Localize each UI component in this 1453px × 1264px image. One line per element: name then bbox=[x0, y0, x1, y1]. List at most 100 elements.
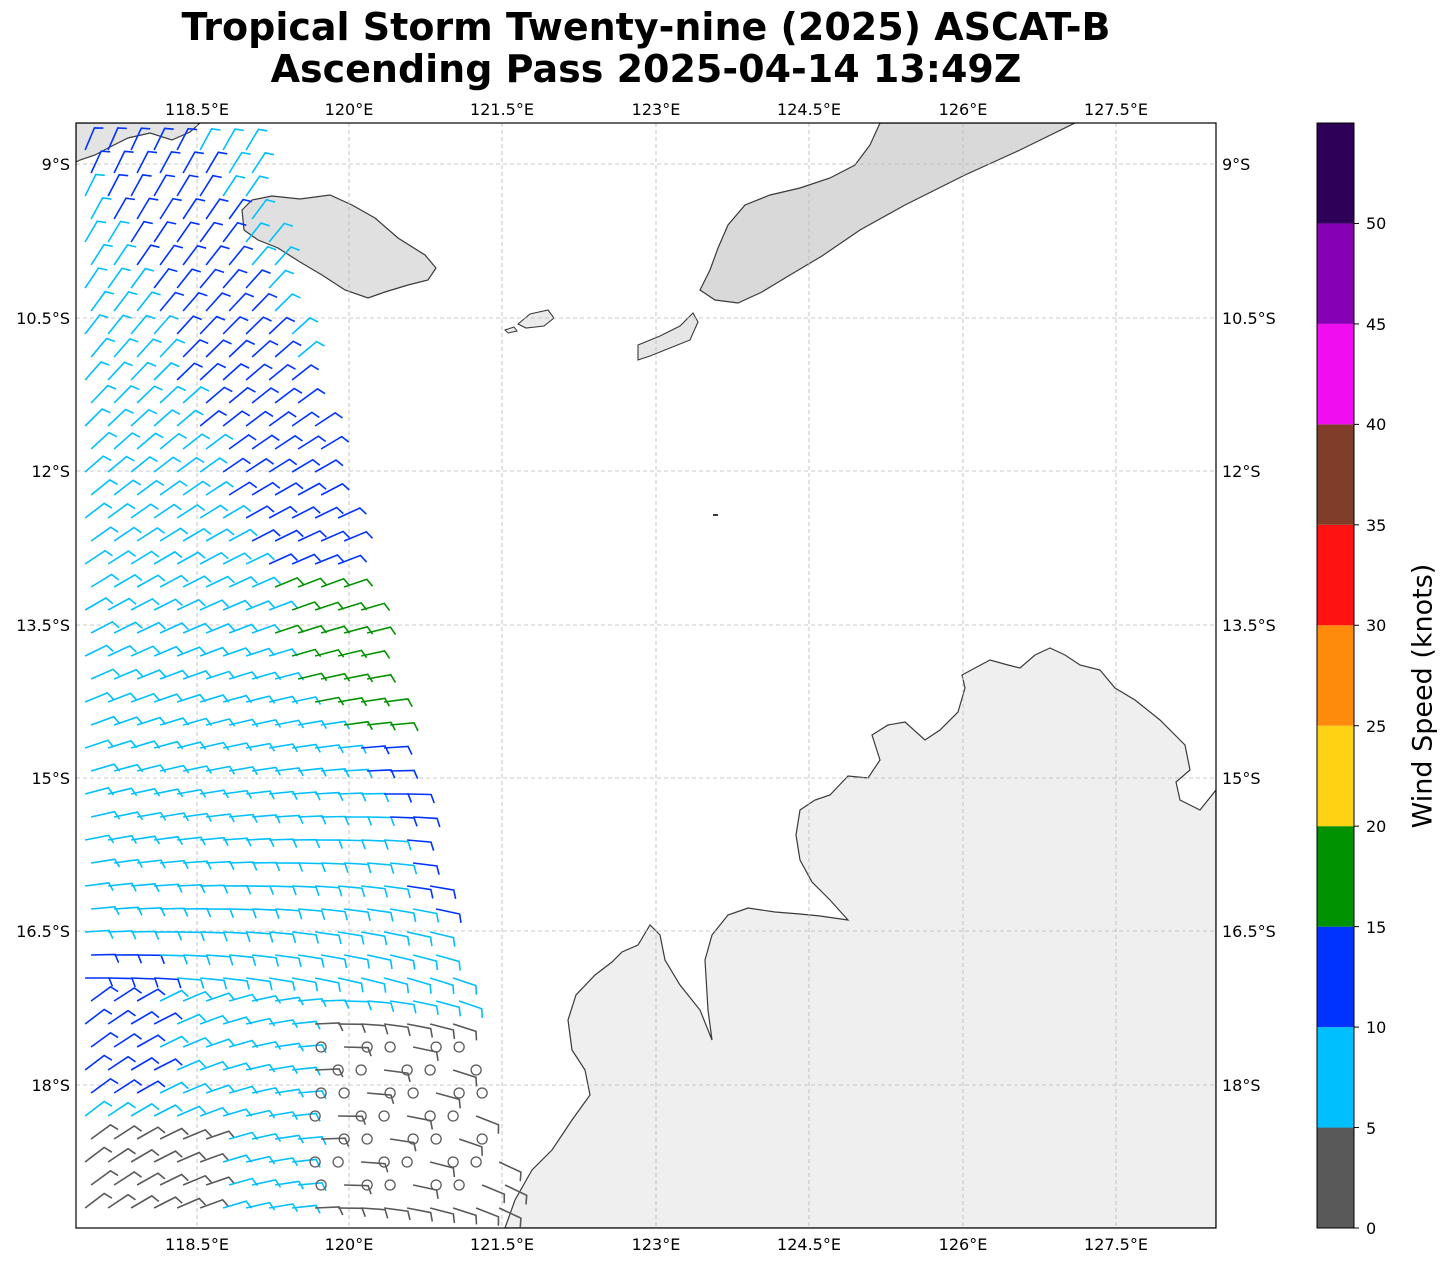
lon-tick-top-1: 118.5°E bbox=[165, 100, 229, 119]
wind-barb bbox=[383, 977, 410, 994]
wind-barb bbox=[182, 1082, 213, 1094]
wind-barb bbox=[361, 839, 389, 850]
wind-barb bbox=[176, 174, 199, 197]
wind-barb bbox=[251, 766, 281, 776]
cbar-tick-0: 0 bbox=[1366, 1219, 1376, 1238]
wind-barb bbox=[84, 173, 105, 197]
wind-barb bbox=[136, 527, 166, 542]
wind-barb bbox=[199, 789, 230, 799]
wind-barb bbox=[366, 626, 397, 636]
cbar-tick-35: 35 bbox=[1366, 516, 1386, 535]
wind-barb bbox=[343, 530, 374, 542]
wind-barb bbox=[159, 197, 182, 220]
wind-barb bbox=[222, 1154, 253, 1163]
wind-barb bbox=[412, 908, 440, 923]
wind-barb bbox=[159, 1127, 189, 1140]
wind-barb bbox=[383, 885, 411, 899]
wind-barb bbox=[136, 1080, 166, 1094]
wind-barb bbox=[297, 482, 327, 496]
lon-tick-top-5: 124.5°E bbox=[777, 100, 841, 119]
wind-barb bbox=[337, 554, 368, 565]
wind-barb bbox=[298, 908, 326, 921]
wind-barb bbox=[84, 127, 104, 151]
wind-barb bbox=[337, 697, 368, 707]
lat-tick-left-4: 13.5°S bbox=[16, 616, 70, 635]
wind-barb bbox=[205, 151, 228, 174]
wind-barb bbox=[222, 1062, 253, 1071]
wind-barb bbox=[222, 552, 252, 565]
wind-barb bbox=[314, 506, 344, 519]
wind-barb bbox=[389, 908, 417, 923]
wind-barb bbox=[383, 1207, 411, 1221]
wind-barb bbox=[199, 409, 227, 427]
wind-barb bbox=[343, 720, 373, 731]
wind-barb bbox=[205, 245, 230, 266]
wind-barb bbox=[343, 673, 374, 683]
wind-barb bbox=[228, 339, 256, 358]
wind-barb bbox=[84, 549, 113, 565]
wind-barb bbox=[182, 1036, 213, 1048]
wind-barb bbox=[360, 697, 390, 707]
wind-barb bbox=[84, 834, 115, 844]
wind-barb bbox=[245, 363, 273, 381]
wind-barb bbox=[200, 931, 228, 942]
wind-barb bbox=[297, 624, 328, 634]
wind-barb bbox=[274, 996, 304, 1006]
calm-wind-marker bbox=[476, 1087, 488, 1099]
wind-barb bbox=[245, 977, 273, 991]
wind-barb bbox=[367, 1000, 395, 1013]
wind-barb bbox=[107, 739, 138, 749]
wind-barb bbox=[228, 198, 252, 220]
wind-barb bbox=[228, 528, 258, 542]
wind-barb bbox=[452, 1069, 478, 1087]
wind-barb bbox=[177, 883, 206, 894]
calm-wind-marker bbox=[378, 1110, 390, 1122]
wind-barb bbox=[113, 337, 139, 358]
wind-barb bbox=[360, 602, 391, 611]
wind-barb bbox=[154, 883, 183, 893]
wind-barb bbox=[205, 623, 236, 634]
wind-barb bbox=[205, 1084, 236, 1094]
wind-barb bbox=[297, 529, 327, 542]
wind-barb bbox=[176, 409, 204, 427]
wind-barb bbox=[90, 1077, 119, 1094]
wind-barb bbox=[159, 244, 184, 266]
wind-barb bbox=[153, 598, 183, 611]
wind-barb bbox=[413, 816, 441, 828]
colorbar-segment-15-20 bbox=[1317, 826, 1354, 927]
wind-barb bbox=[228, 671, 259, 680]
wind-barb bbox=[113, 290, 138, 312]
wind-barb bbox=[251, 198, 276, 220]
lon-labels: 118.5°E 120°E 121.5°E 123°E 124.5°E 126°… bbox=[165, 100, 1148, 1254]
wind-barb bbox=[228, 1177, 259, 1187]
wind-barb bbox=[429, 1207, 456, 1224]
wind-barb bbox=[176, 221, 200, 243]
wind-barb bbox=[315, 1206, 344, 1216]
wind-barb bbox=[205, 528, 235, 542]
calm-wind-marker bbox=[447, 1110, 459, 1122]
wind-barb bbox=[153, 127, 174, 151]
wind-barb bbox=[268, 411, 297, 427]
wind-barb bbox=[458, 1138, 483, 1156]
wind-barb bbox=[222, 315, 249, 335]
wind-barb bbox=[223, 977, 250, 990]
wind-barb bbox=[113, 1033, 143, 1048]
wind-barb bbox=[107, 220, 130, 243]
wind-barb bbox=[153, 550, 183, 565]
wind-barb bbox=[205, 386, 233, 404]
wind-barb bbox=[84, 1054, 113, 1071]
calm-wind-marker bbox=[355, 1064, 367, 1076]
wind-barb bbox=[274, 1042, 304, 1052]
wind-barb bbox=[159, 717, 190, 726]
calm-wind-marker bbox=[361, 1179, 373, 1191]
wind-barb bbox=[136, 244, 160, 266]
wind-barb bbox=[429, 1161, 456, 1178]
wind-barb bbox=[113, 197, 136, 220]
wind-barb bbox=[130, 361, 157, 381]
wind-barb bbox=[321, 908, 349, 921]
wind-barb bbox=[153, 1196, 183, 1209]
wind-barb bbox=[84, 314, 109, 335]
wind-barb bbox=[199, 1106, 230, 1117]
wind-barb bbox=[251, 434, 280, 450]
wind-barb bbox=[475, 1115, 500, 1134]
